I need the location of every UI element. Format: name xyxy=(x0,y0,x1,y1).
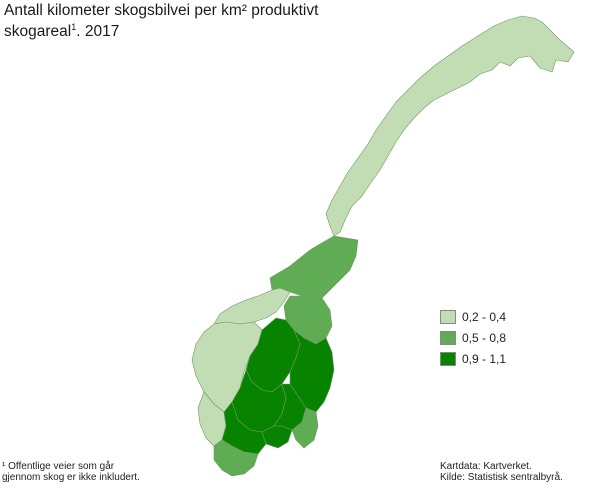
source-note: Kartdata: Kartverket. Kilde: Statistisk … xyxy=(440,461,563,483)
legend-label-mid: 0,5 - 0,8 xyxy=(462,331,507,345)
county-trondelag xyxy=(269,235,359,301)
legend-item-mid: 0,5 - 0,8 xyxy=(440,329,506,347)
source-line-2: Kilde: Statistisk sentralbyrå. xyxy=(440,472,563,483)
source-line-1: Kartdata: Kartverket. xyxy=(440,461,532,472)
map-title: Antall kilometer skogsbilvei per km² pro… xyxy=(4,2,424,40)
title-footnote-mark: 1 xyxy=(71,22,77,32)
legend-swatch-low xyxy=(440,310,456,324)
legend-label-low: 0,2 - 0,4 xyxy=(462,310,507,324)
footnote-line-2: gjennom skog er ikke inkludert. xyxy=(2,472,140,483)
legend-swatch-high xyxy=(440,352,456,366)
county-vestfold xyxy=(261,425,293,449)
title-line-2: skogareal1. 2017 xyxy=(4,19,424,40)
footnote-line-1: ¹ Offentlige veier som går xyxy=(2,461,115,472)
county-ostfold xyxy=(291,407,319,449)
legend-swatch-mid xyxy=(440,331,456,345)
legend-item-high: 0,9 - 1,1 xyxy=(440,350,506,368)
title-line-2-suffix: . 2017 xyxy=(76,23,120,41)
map-legend: 0,2 - 0,4 0,5 - 0,8 0,9 - 1,1 xyxy=(440,308,506,371)
county-agder xyxy=(213,439,259,477)
legend-item-low: 0,2 - 0,4 xyxy=(440,308,506,326)
county-telemark xyxy=(221,401,267,455)
legend-label-high: 0,9 - 1,1 xyxy=(462,352,507,366)
title-line-1: Antall kilometer skogsbilvei per km² pro… xyxy=(4,2,319,19)
title-line-2-prefix: skogareal xyxy=(4,23,72,41)
footnote: ¹ Offentlige veier som går gjennom skog … xyxy=(2,461,140,483)
county-nord-norge xyxy=(325,15,575,237)
county-hedmark xyxy=(289,329,335,413)
